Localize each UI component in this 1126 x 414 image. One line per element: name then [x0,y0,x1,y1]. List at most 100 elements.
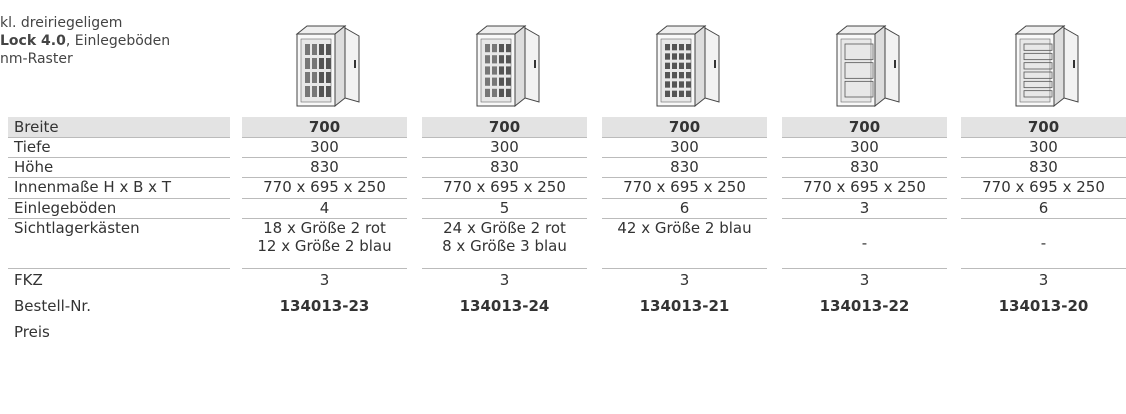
row-rule [8,218,230,219]
row-rule [961,137,1126,138]
cell-line: - [861,234,868,252]
row-rule [602,157,767,158]
row-shade [8,117,230,137]
row-rule [961,198,1126,199]
cell-value: 24 x Größe 2 rot 8 x Größe 3 blau [422,219,587,255]
row-rule [422,268,587,269]
row-rule [782,157,947,158]
row-rule [602,177,767,178]
cabinet [655,24,720,108]
cell-value: 770 x 695 x 250 [982,178,1105,196]
row-shade [242,117,407,137]
cabinet-image [827,22,907,108]
row-rule [8,177,230,178]
row-rule [422,198,587,199]
intro-line: Lock 4.0, Einlegeböden [0,32,170,50]
cell-value: 3 [499,271,510,289]
cell-value: - [782,234,947,252]
row-rule [602,218,767,219]
cell-value: 770 x 695 x 250 [623,178,746,196]
row-label: FKZ [14,271,43,289]
row-shade [782,117,947,137]
cell-line: 24 x Größe 2 rot [443,219,566,237]
row-label: Bestell-Nr. [14,297,91,315]
row-rule [242,268,407,269]
cabinet [295,24,360,108]
row-rule [782,177,947,178]
row-rule [961,157,1126,158]
cell-value: 300 [1029,138,1058,156]
cabinet-image [1006,22,1086,108]
cabinet-image [647,22,727,108]
cell-value: 700 [668,118,701,136]
row-rule [961,218,1126,219]
row-rule [8,268,230,269]
cell-value: 134013-23 [279,297,370,315]
intro-text: , Einlegeböden [65,33,171,49]
row-label: Höhe [14,158,54,176]
row-rule [602,268,767,269]
row-rule [422,218,587,219]
intro-line: kl. dreiriegeligem [0,15,123,31]
cell-value: 6 [1038,199,1049,217]
row-rule [602,137,767,138]
cell-value: 830 [850,158,879,176]
cell-value: 5 [499,199,510,217]
row-rule [422,157,587,158]
cell-value: 830 [490,158,519,176]
row-label: Einlegeböden [14,199,117,217]
cell-value: 3 [1038,271,1049,289]
cabinet-image [287,22,367,108]
row-label: Innenmaße H x B x T [14,178,171,196]
row-label: Sichtlagerkästen [14,219,140,237]
intro-bold: Lock 4.0 [0,33,66,49]
row-shade [961,117,1126,137]
cabinet [475,24,540,108]
cell-value: 300 [310,138,339,156]
cell-value: 300 [670,138,699,156]
row-rule [961,268,1126,269]
row-shade [422,117,587,137]
cell-line: - [1040,234,1047,252]
row-label: Preis [14,323,50,341]
cell-value: 3 [319,271,330,289]
row-rule [8,137,230,138]
cell-value: 700 [308,118,341,136]
cell-value: - [961,234,1126,252]
row-rule [782,218,947,219]
cell-value: 134013-20 [998,297,1089,315]
cabinet [1014,24,1079,108]
row-rule [8,157,230,158]
row-rule [242,218,407,219]
cell-value: 134013-21 [639,297,730,315]
row-shade [602,117,767,137]
cell-value: 700 [488,118,521,136]
cell-value: 4 [319,199,330,217]
row-label: Tiefe [14,138,51,156]
row-rule [422,177,587,178]
row-rule [242,177,407,178]
row-rule [782,198,947,199]
intro-line: nm-Raster [0,51,73,67]
cell-value: 770 x 695 x 250 [443,178,566,196]
row-label: Breite [14,118,59,136]
cell-value: 6 [679,199,690,217]
row-rule [242,198,407,199]
cell-value: 18 x Größe 2 rot 12 x Größe 2 blau [242,219,407,255]
cell-value: 3 [679,271,690,289]
row-rule [602,198,767,199]
cell-value: 300 [850,138,879,156]
cell-value: 700 [848,118,881,136]
cell-value: 3 [859,199,870,217]
cell-value: 300 [490,138,519,156]
cell-value: 42 x Größe 2 blau [602,219,767,237]
row-rule [782,268,947,269]
cell-value: 770 x 695 x 250 [263,178,386,196]
cell-line: 42 x Größe 2 blau [617,219,752,237]
row-rule [242,137,407,138]
cell-value: 134013-22 [819,297,910,315]
row-rule [422,137,587,138]
row-rule [242,157,407,158]
cabinet-image [467,22,547,108]
